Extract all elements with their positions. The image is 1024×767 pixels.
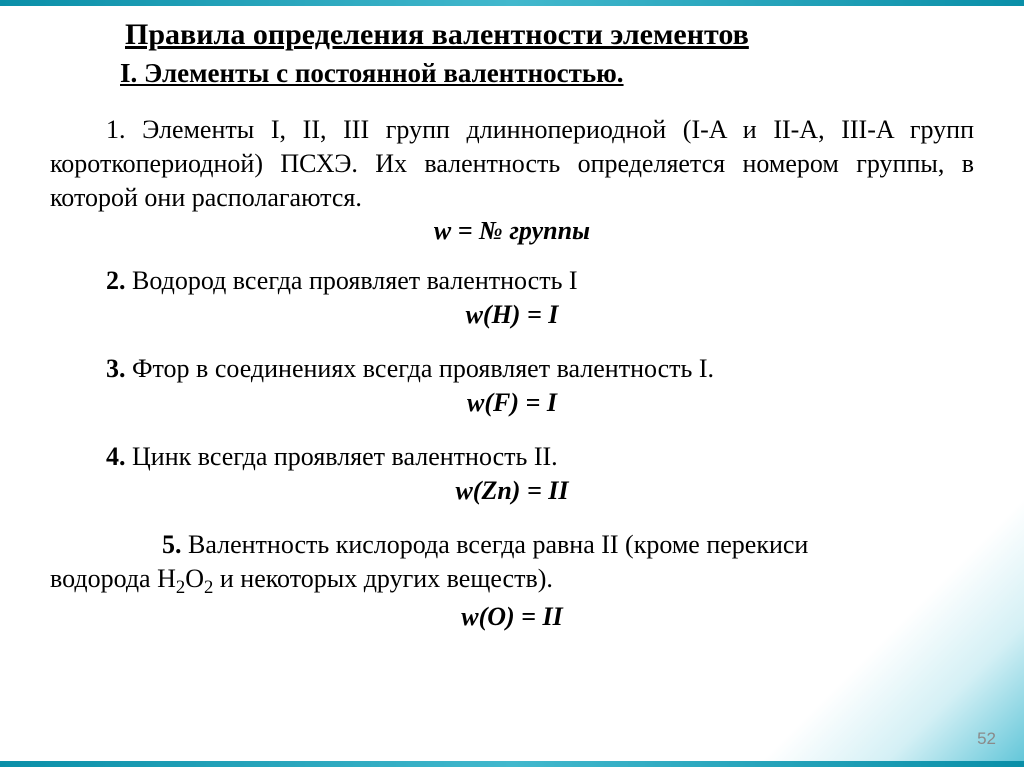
rule-4-formula: w(Zn) = II [50, 476, 974, 506]
rule-3-text: 3. Фтор в соединениях всегда проявляет в… [106, 352, 974, 386]
rule-5-text-a: 5. Валентность кислорода всегда равна II… [106, 528, 974, 562]
rule-2-formula: w(H) = I [50, 300, 974, 330]
rule-2-text: 2. Водород всегда проявляет валентность … [106, 264, 974, 298]
slide-top-border [0, 0, 1024, 6]
subtitle: I. Элементы с постоянной валентностью. [120, 58, 974, 89]
rule-4-text: 4. Цинк всегда проявляет валентность II. [106, 440, 974, 474]
slide-bottom-border [0, 761, 1024, 767]
rule-5-text-b: водорода H2O2 и некоторых других веществ… [50, 562, 974, 601]
rule-1-text: 1. Элементы I, II, III групп длинноперио… [50, 113, 974, 214]
rule-3-num: 3. [106, 354, 126, 383]
rule-4-num: 4. [106, 442, 126, 471]
main-title: Правила определения валентности элементо… [125, 18, 974, 52]
slide-number: 52 [977, 729, 996, 749]
rule-1-formula: w = № группы [50, 216, 974, 246]
rule-3-formula: w(F) = I [50, 388, 974, 418]
rule-2-num: 2. [106, 266, 126, 295]
rule-5-formula: w(O) = II [50, 602, 974, 632]
rule-5-num: 5. [162, 530, 182, 559]
